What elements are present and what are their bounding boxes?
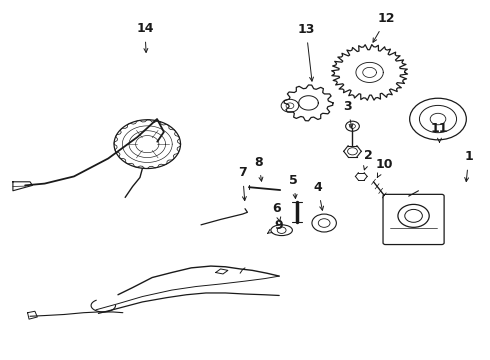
Text: 4: 4	[314, 181, 323, 210]
Text: 7: 7	[238, 166, 247, 201]
Text: 5: 5	[290, 174, 298, 198]
Text: 9: 9	[268, 219, 283, 233]
Text: 6: 6	[272, 202, 281, 222]
Text: 8: 8	[254, 156, 263, 181]
Text: 3: 3	[343, 100, 353, 128]
Text: 14: 14	[136, 22, 153, 53]
Text: 12: 12	[373, 12, 395, 42]
Text: 11: 11	[431, 122, 448, 142]
Text: 10: 10	[375, 158, 393, 177]
Text: 13: 13	[297, 23, 315, 81]
Text: 2: 2	[364, 149, 373, 170]
Text: 1: 1	[465, 150, 473, 181]
